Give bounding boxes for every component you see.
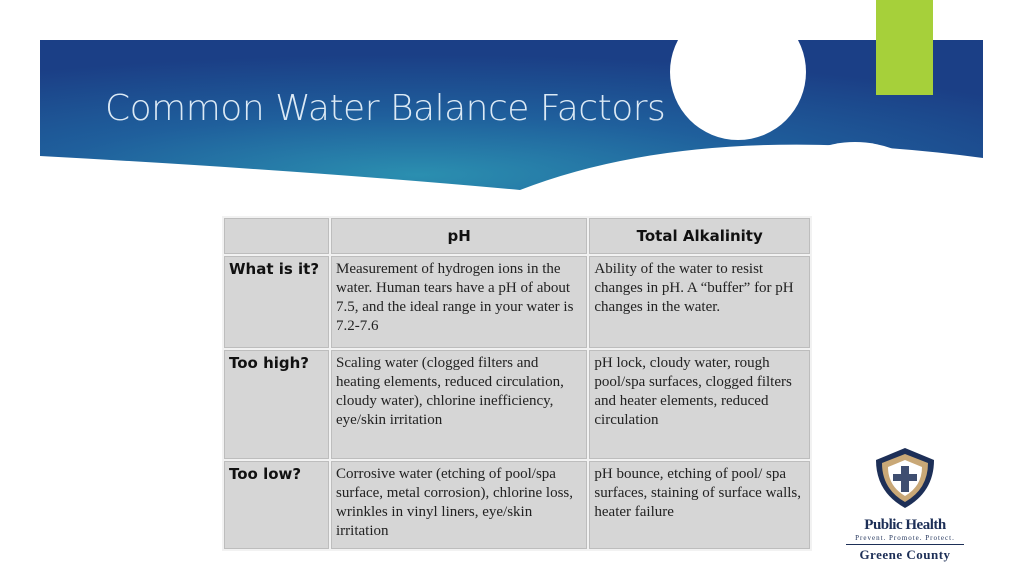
row-header: Too low? [222,459,331,551]
logo: Public Health Prevent. Promote. Protect.… [840,446,970,563]
row-header: Too high? [222,348,331,461]
cell: Ability of the water to resist changes i… [587,254,812,350]
row-header: What is it? [222,254,331,350]
cell: Corrosive water (etching of pool/spa sur… [328,459,590,551]
slide-title: Common Water Balance Factors [105,88,666,129]
header-cell: pH [328,216,590,256]
table-row: Too low? Corrosive water (etching of poo… [222,459,812,551]
logo-shield [876,448,934,508]
cell: Scaling water (clogged filters and heati… [328,348,590,461]
cell: pH bounce, etching of pool/ spa surfaces… [587,459,812,551]
cell: Measurement of hydrogen ions in the wate… [328,254,590,350]
logo-name: Public Health [864,517,946,533]
table-row: What is it? Measurement of hydrogen ions… [222,254,812,350]
table-header: pH Total Alkalinity [222,216,812,256]
green-bar [876,0,933,95]
circle-decoration [670,4,806,140]
circle-decoration [748,142,962,230]
logo-tagline: Prevent. Promote. Protect. [846,534,964,545]
header-cell: Total Alkalinity [587,216,812,256]
header-cell [222,216,331,256]
cell: pH lock, cloudy water, rough pool/spa su… [587,348,812,461]
table: pH Total Alkalinity What is it? Measurem… [222,216,812,551]
banner [40,0,983,230]
logo-county: Greene County [859,547,951,562]
table-row: Too high? Scaling water (clogged filters… [222,348,812,461]
